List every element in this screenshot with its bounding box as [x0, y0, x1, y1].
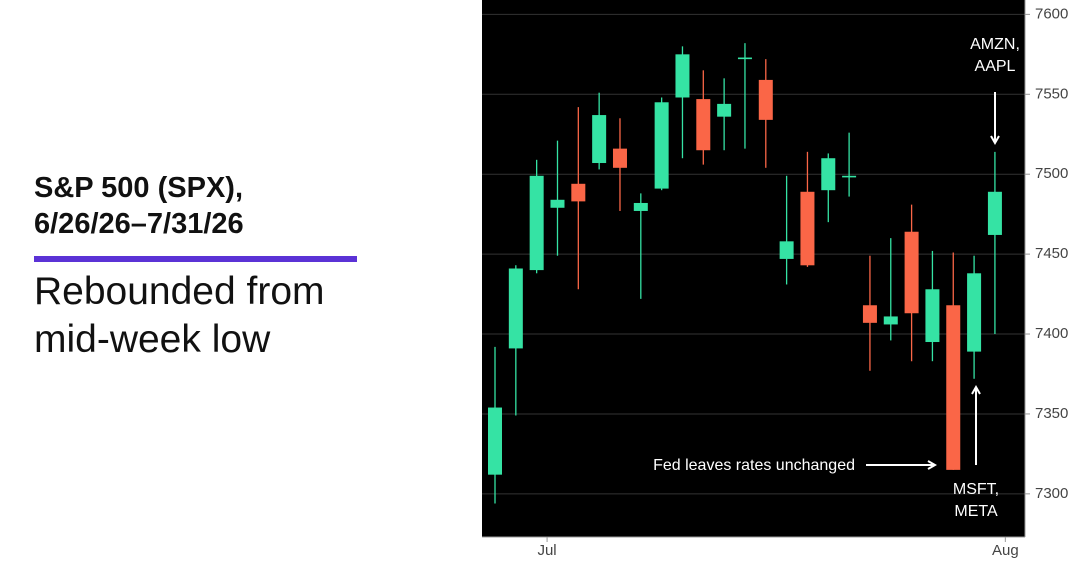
candle-body: [904, 231, 919, 314]
annotation: MSFT,: [953, 481, 999, 498]
y-tick-label: 7500: [1035, 165, 1068, 182]
y-tick-label: 7400: [1035, 325, 1068, 342]
title-line: S&P 500 (SPX),: [34, 172, 244, 204]
y-tick-label: 7450: [1035, 245, 1068, 262]
candle-body: [842, 175, 857, 178]
candle-body: [633, 202, 648, 211]
divider: [34, 256, 357, 262]
annotation: META: [954, 503, 998, 520]
candle-body: [987, 191, 1002, 235]
candle-body: [717, 103, 732, 117]
candle-body: [779, 241, 794, 259]
subtitle-line: Rebounded from: [34, 270, 325, 313]
candle-body: [508, 268, 523, 349]
title-line: 6/26/26–7/31/26: [34, 208, 244, 240]
annotation: Fed leaves rates unchanged: [653, 457, 855, 474]
candle-body: [550, 199, 565, 208]
plot-area: [482, 0, 1025, 537]
candle-body: [883, 316, 898, 325]
candle-body: [737, 57, 752, 60]
x-tick-label: Aug: [992, 542, 1019, 559]
candle-body: [654, 102, 669, 189]
candle-body: [758, 79, 773, 120]
candle-body: [821, 158, 836, 191]
subtitle-line: mid-week low: [34, 318, 271, 361]
annotation: AAPL: [975, 58, 1016, 75]
candle-body: [488, 407, 502, 475]
y-tick-label: 7550: [1035, 85, 1068, 102]
candle-body: [612, 148, 627, 168]
headline: S&P 500 (SPX), 6/26/26–7/31/26 Rebounded…: [34, 170, 434, 364]
candle-body: [571, 183, 586, 202]
y-tick-label: 7300: [1035, 485, 1068, 502]
candle-body: [529, 175, 544, 271]
candle-body: [925, 289, 940, 343]
candle-body: [592, 115, 607, 164]
candle-body: [696, 99, 711, 151]
annotation: AMZN,: [970, 36, 1020, 53]
candle-body: [946, 305, 961, 470]
x-tick-label: Jul: [537, 542, 556, 559]
y-tick-label: 7350: [1035, 405, 1068, 422]
y-tick-label: 7600: [1035, 5, 1068, 22]
candle-body: [862, 305, 877, 323]
candle-body: [967, 273, 982, 352]
candle-body: [800, 191, 815, 266]
subtitle: Rebounded from mid-week low: [34, 268, 434, 364]
title: S&P 500 (SPX), 6/26/26–7/31/26: [34, 170, 434, 242]
candle-body: [675, 54, 690, 98]
